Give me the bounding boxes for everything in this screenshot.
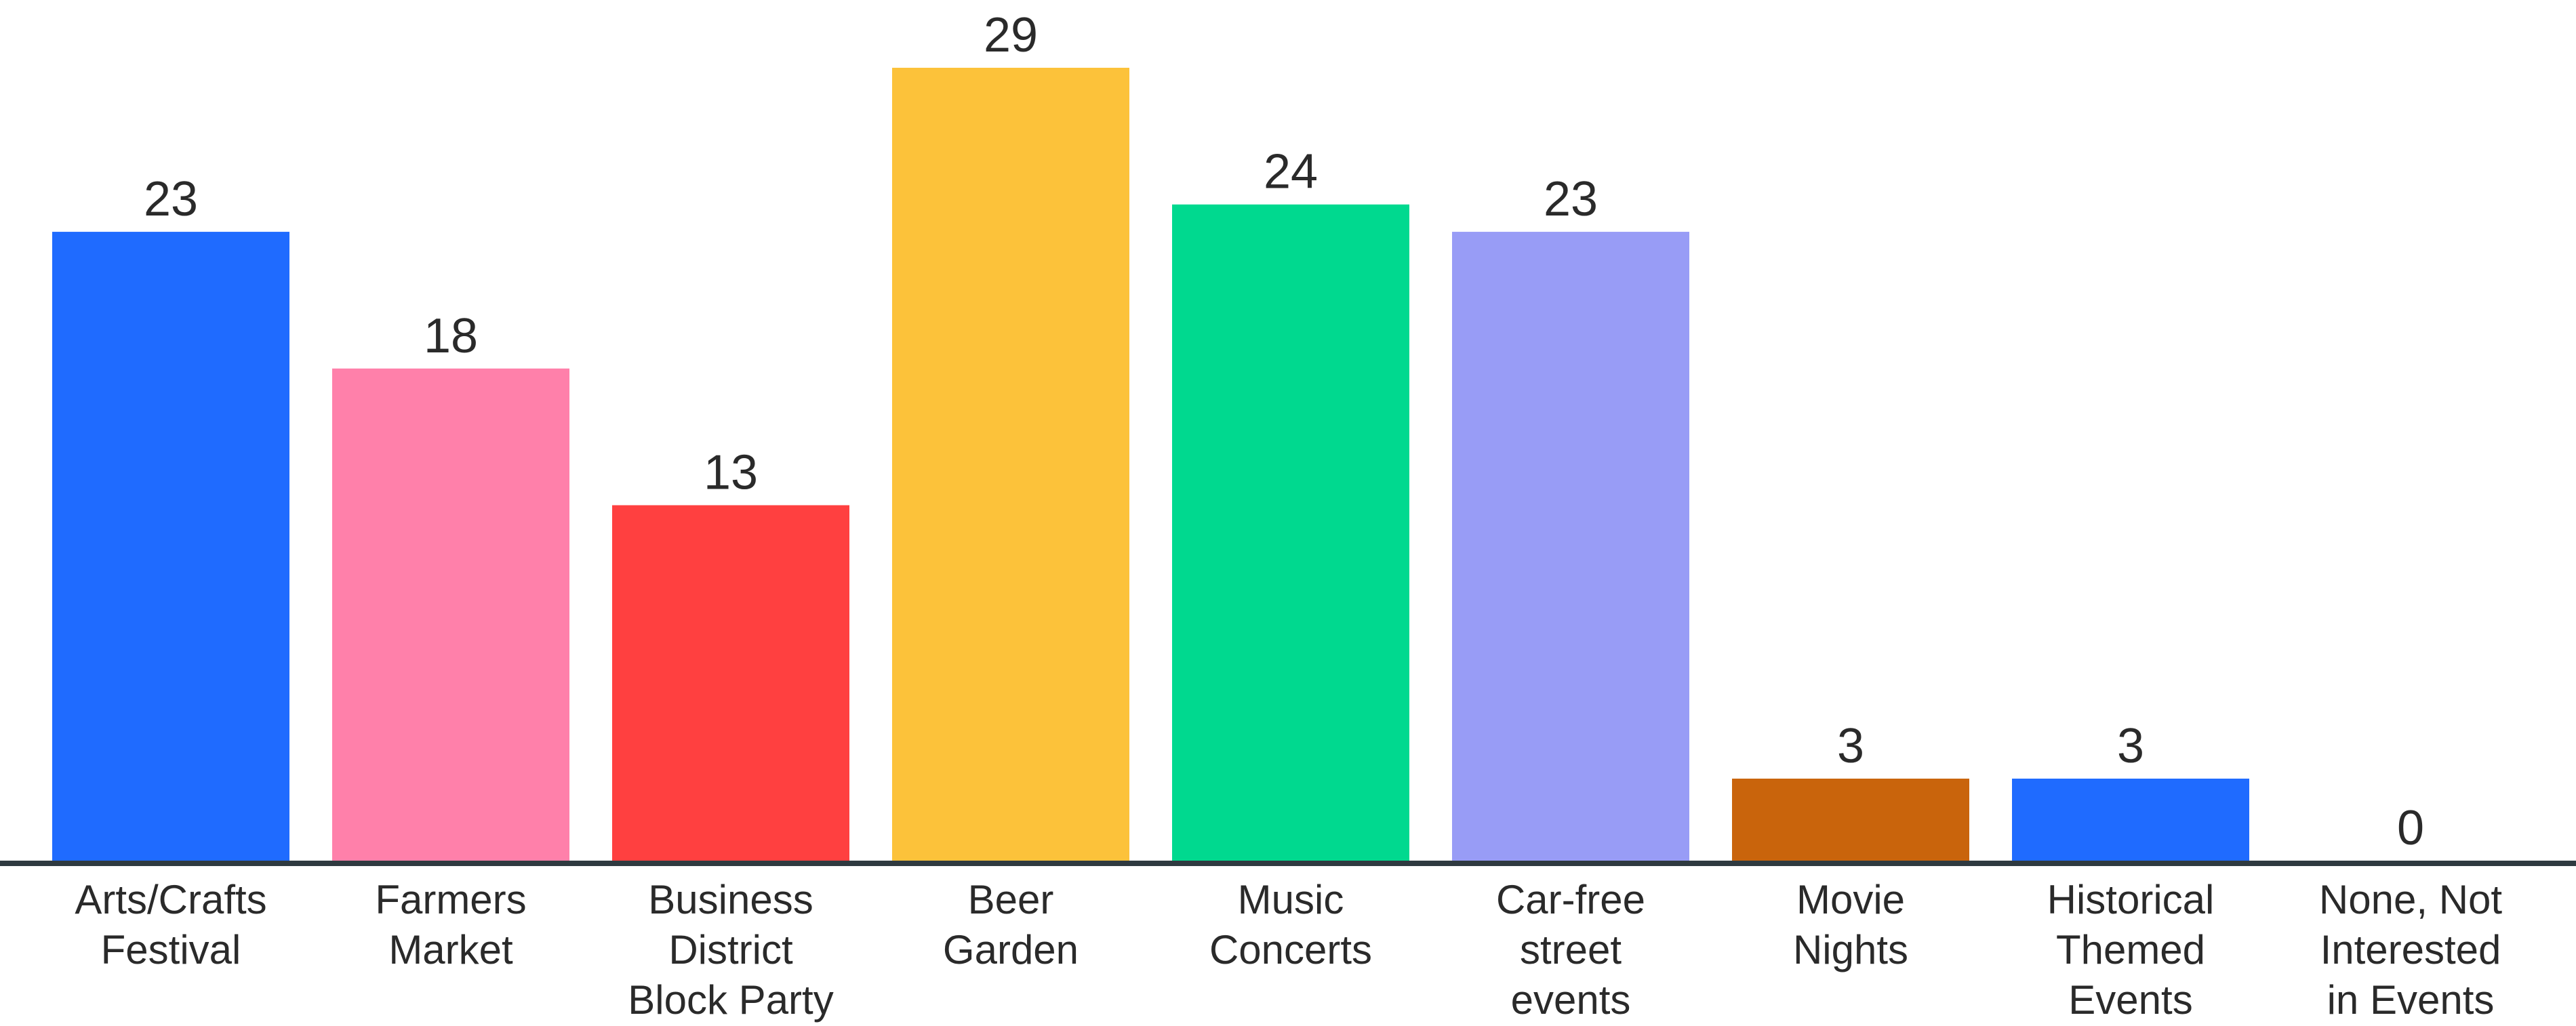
category-label: Movie Nights (1793, 877, 1908, 972)
category-label-line: Music (1238, 877, 1344, 922)
category-label: Beer Garden (943, 877, 1079, 972)
bar-3 (612, 505, 849, 861)
category-label-line: events (1511, 977, 1631, 1023)
bar-5 (1172, 204, 1409, 861)
category-label-line: Festival (101, 927, 241, 972)
bar-8 (2012, 778, 2249, 861)
value-label: 23 (1544, 172, 1598, 226)
category-label-line: Events (2068, 977, 2192, 1023)
category-label: Farmers Market (375, 877, 526, 972)
bars-group (52, 68, 2249, 861)
category-labels-group: Arts/Crafts Festival Farmers Market Business… (75, 877, 2502, 1023)
value-label: 18 (424, 309, 478, 363)
category-label-line: District (668, 927, 793, 972)
value-labels-group: 23 18 13 29 24 23 3 3 0 (144, 8, 2424, 855)
value-label: 13 (704, 446, 758, 500)
value-label: 3 (1837, 719, 1864, 773)
category-label-line: Historical (2047, 877, 2215, 922)
category-label: Historical Themed Events (2047, 877, 2215, 1023)
category-label-line: Interested (2320, 927, 2501, 972)
category-label: None, Not Interested in Events (2319, 877, 2502, 1023)
category-label: Arts/Crafts Festival (75, 877, 266, 972)
category-label-line: Movie (1796, 877, 1905, 922)
category-label-line: Car-free (1496, 877, 1645, 922)
category-label-line: Beer (968, 877, 1054, 922)
category-label-line: Garden (943, 927, 1079, 972)
value-label: 23 (144, 172, 198, 226)
value-label: 24 (1264, 145, 1318, 199)
value-label: 3 (2117, 719, 2144, 773)
value-label: 29 (984, 8, 1038, 62)
category-label-line: Themed (2056, 927, 2205, 972)
category-label-line: Business (648, 877, 813, 922)
category-label: Music Concerts (1209, 877, 1372, 972)
category-label-line: street (1520, 927, 1622, 972)
category-label-line: Concerts (1209, 927, 1372, 972)
bar-1 (52, 232, 289, 861)
bar-2 (332, 368, 569, 861)
category-label: Business District Block Party (628, 877, 833, 1023)
category-label-line: Farmers (375, 877, 526, 922)
bar-7 (1732, 778, 1969, 861)
bar-4 (892, 68, 1129, 861)
category-label-line: in Events (2327, 977, 2495, 1023)
category-label-line: Arts/Crafts (75, 877, 266, 922)
bar-6 (1452, 232, 1689, 861)
category-label: Car-free street events (1496, 877, 1645, 1023)
category-label-line: Block Party (628, 977, 833, 1023)
category-label-line: Nights (1793, 927, 1908, 972)
category-label-line: None, Not (2319, 877, 2502, 922)
category-label-line: Market (388, 927, 513, 972)
value-label: 0 (2397, 801, 2424, 855)
